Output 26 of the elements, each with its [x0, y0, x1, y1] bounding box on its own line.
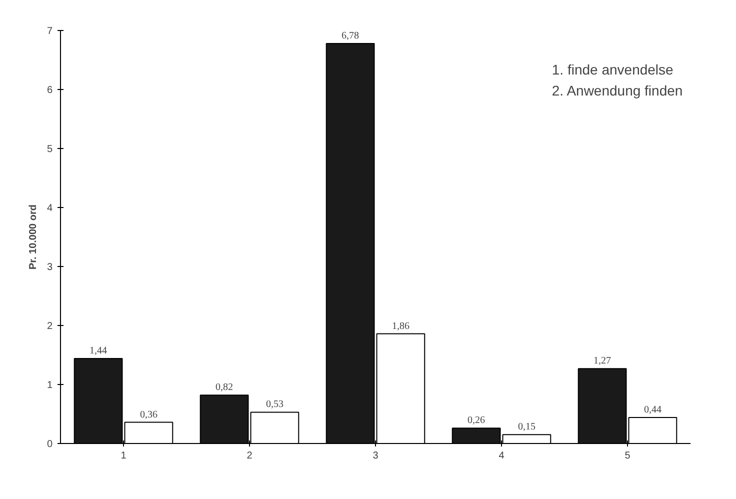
y-tick-label: 5 — [46, 144, 53, 155]
y-tick-label: 2 — [46, 321, 53, 332]
data-label: 1,44 — [90, 346, 108, 357]
data-label: 1,27 — [594, 356, 612, 367]
data-label: 6,78 — [342, 30, 360, 42]
annotation: 1. finde anvendelse — [552, 62, 674, 78]
y-tick-label: 4 — [46, 203, 53, 214]
y-tick-label: 6 — [46, 85, 53, 96]
annotation: 2. Anwendung finden — [552, 82, 683, 98]
y-tick-label: 7 — [46, 26, 53, 37]
x-tick-label: 1 — [120, 450, 127, 462]
data-label: 0,82 — [216, 382, 234, 394]
y-axis-title: Pr. 10.000 ord — [28, 204, 39, 270]
data-label: 0,44 — [644, 404, 662, 416]
data-label: 0,26 — [468, 415, 486, 426]
y-tick-label: 0 — [46, 439, 53, 450]
data-label: 0,15 — [518, 422, 536, 433]
x-tick-label: 4 — [498, 450, 505, 462]
y-tick-label: 1 — [46, 380, 53, 391]
x-tick-label: 3 — [372, 450, 379, 462]
x-tick-label: 2 — [246, 450, 253, 462]
y-tick-label: 3 — [46, 262, 53, 273]
x-tick-label: 5 — [624, 450, 631, 462]
data-label: 0,36 — [140, 409, 158, 420]
data-label: 1,86 — [392, 320, 410, 332]
data-label: 0,53 — [266, 399, 284, 410]
